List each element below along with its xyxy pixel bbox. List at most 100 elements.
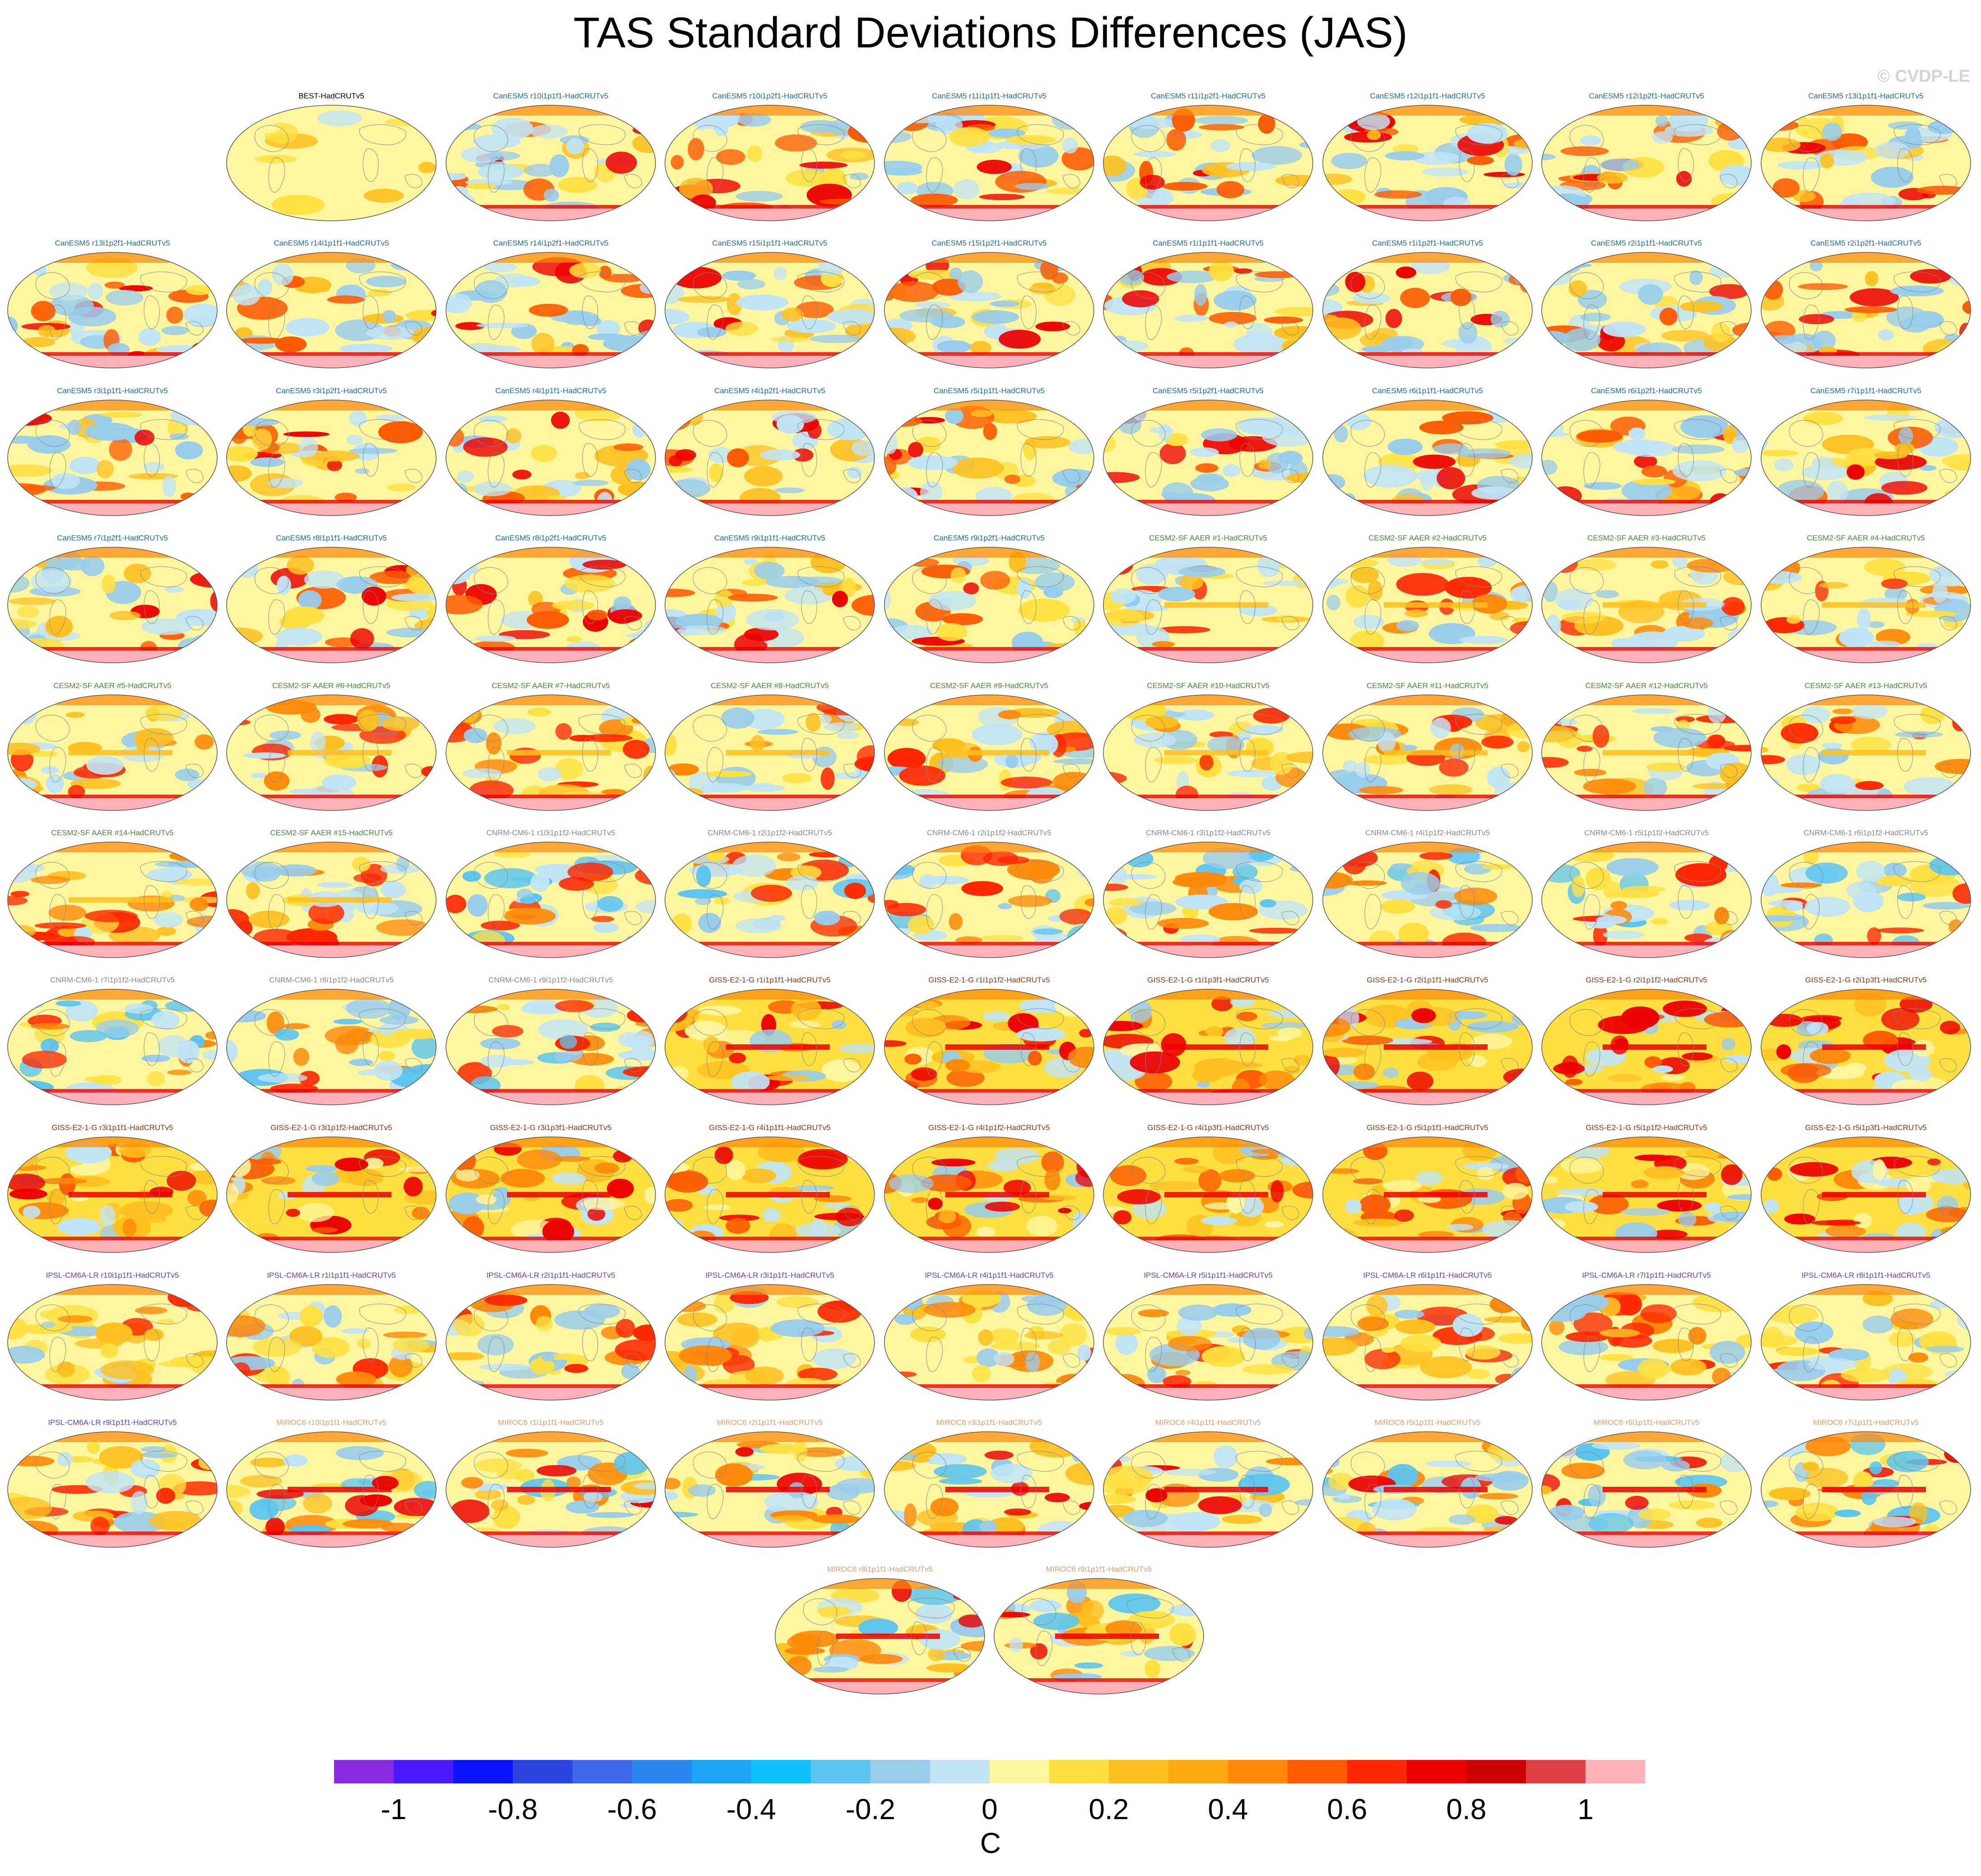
map-arctic-band xyxy=(446,400,656,410)
map-arctic-band xyxy=(227,1432,436,1442)
map-field-patch xyxy=(266,1011,284,1034)
map-field-patch xyxy=(1672,460,1726,482)
map-border xyxy=(1103,105,1313,221)
continent-outline xyxy=(254,1452,289,1479)
map-field-patch xyxy=(327,460,342,471)
map-field-patch xyxy=(791,1630,839,1648)
continent-outline xyxy=(1897,295,1913,329)
map-field-patch xyxy=(367,289,392,297)
map-field-patch xyxy=(1119,270,1144,286)
continent-outline xyxy=(1062,616,1080,630)
map-field-patch xyxy=(1809,1047,1851,1064)
map-field-patch xyxy=(335,493,357,503)
continent-outline xyxy=(1897,1032,1913,1066)
map-field-patch xyxy=(1035,321,1070,331)
map-field-patch xyxy=(380,1015,419,1025)
colorbar-box xyxy=(513,1760,572,1783)
map-field-patch xyxy=(1845,306,1897,313)
map-field-patch xyxy=(232,284,260,306)
map-field-patch xyxy=(492,1187,511,1207)
map-southern-ocean-band xyxy=(227,1089,436,1093)
map-field-patch xyxy=(336,1371,377,1387)
map-arctic-band xyxy=(8,989,217,1000)
map-projection xyxy=(226,694,437,811)
continent-outline xyxy=(405,1500,423,1515)
map-field-patch xyxy=(1641,465,1667,478)
map-equatorial-pacific-band xyxy=(288,1192,391,1197)
map-field-patch xyxy=(1121,1651,1142,1657)
map-field-patch xyxy=(1906,1176,1931,1194)
map-field-patch xyxy=(1874,452,1907,459)
continent-outline xyxy=(474,715,508,742)
map-field-patch xyxy=(1890,1308,1934,1330)
map-field-patch xyxy=(1005,754,1018,768)
map-panel-miroc6-r2i1p1f1-hadcrutv5: MIROC6 r2i1p1f1-HadCRUTv5 xyxy=(663,1418,877,1558)
continent-outline xyxy=(1239,1475,1256,1508)
map-field-patch xyxy=(1832,708,1855,714)
map-arctic-band xyxy=(1542,547,1751,558)
map-field-patch xyxy=(106,289,144,306)
map-field-patch xyxy=(1768,900,1804,907)
map-border xyxy=(1322,842,1533,958)
map-field-patch xyxy=(1203,847,1252,869)
continent-outline xyxy=(35,1009,70,1036)
map-projection xyxy=(884,1431,1094,1548)
map-projection xyxy=(1541,252,1752,368)
continent-outline xyxy=(1020,590,1037,624)
map-field-patch xyxy=(1113,1210,1132,1224)
map-field-patch xyxy=(735,1447,754,1457)
map-projection xyxy=(884,105,1094,221)
map-field-patch xyxy=(625,498,656,507)
map-field-patch xyxy=(381,716,420,731)
map-border xyxy=(1322,989,1533,1105)
panel-title: CanESM5 r14i1p2f1-HadCRUTv5 xyxy=(493,239,609,247)
map-projection xyxy=(1761,1431,1971,1548)
map-field-patch xyxy=(928,1647,945,1662)
continent-outline xyxy=(1893,124,1941,145)
map-field-patch xyxy=(431,310,436,317)
continent-outline xyxy=(1364,304,1381,340)
map-field-patch xyxy=(418,162,436,173)
continent-outline xyxy=(268,1336,285,1372)
map-antarctic-band xyxy=(1761,209,1971,221)
map-field-patch xyxy=(476,1194,497,1205)
map-field-patch xyxy=(1249,927,1302,934)
map-projection xyxy=(446,1431,656,1548)
map-panel-giss-e2-1-g-r5i1p1f2-hadcrutv5: GISS-E2-1-G r5i1p1f2-HadCRUTv5 xyxy=(1539,1123,1753,1263)
continent-outline xyxy=(1236,1008,1283,1029)
continent-outline xyxy=(582,738,598,772)
map-panel-cnrm-cm6-1-r2i1p1f2-hadcrutv5: CNRM-CM6-1 r2i1p1f2-HadCRUTv5 xyxy=(663,828,877,968)
map-field-patch xyxy=(1183,1165,1209,1173)
map-field-patch xyxy=(1340,558,1378,568)
map-border xyxy=(1541,1136,1752,1253)
map-field-patch xyxy=(1398,922,1429,946)
map-border xyxy=(226,1431,437,1548)
map-border xyxy=(446,547,656,663)
map-field-patch xyxy=(167,1070,191,1075)
colorbar-tick-label: -0.6 xyxy=(607,1793,657,1825)
map-field-patch xyxy=(1542,1225,1558,1233)
map-panel-giss-e2-1-g-r5i1p1f1-hadcrutv5: GISS-E2-1-G r5i1p1f1-HadCRUTv5 xyxy=(1321,1123,1535,1263)
map-field-patch xyxy=(678,497,692,507)
map-field-patch xyxy=(1728,628,1746,646)
map-field-patch xyxy=(144,1328,164,1341)
map-border xyxy=(1761,547,1971,663)
map-arctic-band xyxy=(1323,1137,1532,1147)
map-field-patch xyxy=(1145,716,1178,729)
map-field-patch xyxy=(357,709,380,731)
map-field-patch xyxy=(786,169,829,187)
map-field-patch xyxy=(937,340,972,353)
map-field-patch xyxy=(1926,1207,1970,1222)
map-field-patch xyxy=(1685,1146,1736,1160)
continent-outline xyxy=(1583,1336,1600,1372)
map-projection xyxy=(665,842,875,958)
map-field-patch xyxy=(632,421,646,438)
map-border xyxy=(7,400,218,516)
map-field-patch xyxy=(145,703,183,721)
map-field-patch xyxy=(289,1326,323,1347)
map-field-patch xyxy=(1908,1067,1932,1082)
map-field-patch xyxy=(512,470,532,479)
continent-outline xyxy=(1131,1304,1166,1331)
continent-outline xyxy=(1803,1484,1820,1519)
colorbar-box xyxy=(870,1760,930,1783)
